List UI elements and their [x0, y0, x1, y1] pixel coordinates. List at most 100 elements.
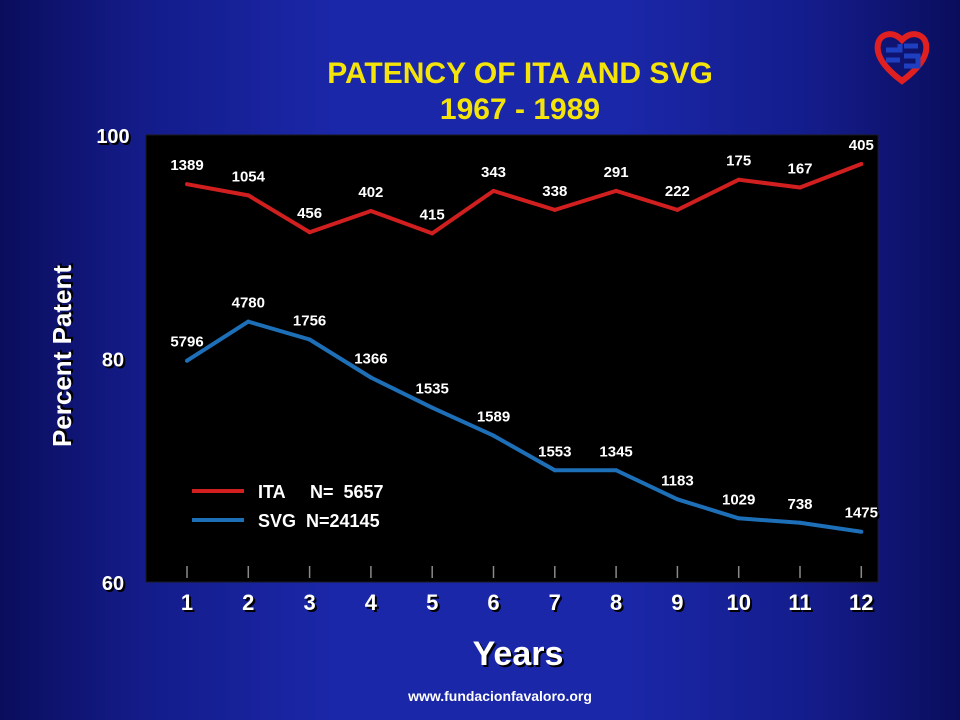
- data-point: [307, 230, 312, 235]
- svg-text:2: 2: [244, 592, 256, 617]
- x-tick-label: 55: [426, 590, 440, 617]
- svg-text:405: 405: [849, 137, 874, 154]
- svg-text:415: 415: [420, 206, 445, 223]
- svg-text:343: 343: [483, 166, 508, 183]
- data-point: [614, 188, 619, 193]
- svg-text:100: 100: [98, 128, 131, 150]
- svg-text:7: 7: [551, 592, 563, 617]
- svg-text:60: 60: [102, 573, 124, 595]
- data-point: [798, 185, 802, 190]
- svg-text:9: 9: [671, 590, 683, 615]
- svg-text:4: 4: [367, 592, 380, 617]
- svg-text:3: 3: [303, 590, 315, 615]
- svg-text:175: 175: [726, 153, 751, 170]
- svg-text:SVG N=24145: SVG N=24145: [258, 511, 380, 531]
- svg-text:1345: 1345: [599, 443, 632, 460]
- data-point: [675, 207, 680, 212]
- x-tick-label: 11: [181, 590, 195, 617]
- svg-text:6: 6: [487, 590, 499, 615]
- data-point: [430, 231, 435, 236]
- svg-text:ITA N= 5657: ITA N= 5657: [260, 484, 386, 504]
- svg-text:1475: 1475: [847, 507, 880, 524]
- svg-text:4780: 4780: [232, 295, 265, 312]
- svg-text:8: 8: [610, 590, 622, 615]
- svg-text:1029: 1029: [722, 491, 755, 508]
- svg-text:11: 11: [788, 590, 811, 615]
- svg-text:291: 291: [604, 164, 629, 181]
- data-point: [798, 520, 802, 525]
- svg-text:9: 9: [673, 592, 685, 617]
- data-point: [614, 468, 619, 473]
- data-point: [491, 188, 496, 193]
- svg-text:8: 8: [612, 592, 624, 617]
- svg-text:80: 80: [102, 350, 124, 372]
- svg-text:1589: 1589: [479, 411, 512, 428]
- data-point: [368, 208, 373, 213]
- svg-text:405: 405: [851, 139, 876, 156]
- svg-text:1054: 1054: [232, 168, 266, 185]
- svg-text:1366: 1366: [356, 352, 389, 369]
- svg-text:2: 2: [242, 590, 254, 615]
- svg-text:5: 5: [428, 592, 440, 617]
- data-point: [307, 337, 312, 342]
- svg-text:1389: 1389: [170, 157, 203, 174]
- svg-text:1535: 1535: [416, 381, 449, 398]
- svg-text:12: 12: [849, 590, 873, 615]
- data-point: [552, 207, 557, 212]
- svg-text:1029: 1029: [724, 493, 757, 510]
- svg-text:60: 60: [104, 575, 126, 597]
- svg-text:6: 6: [489, 592, 501, 617]
- svg-text:167: 167: [789, 163, 814, 180]
- chart-subtitle: 1967 - 1989: [439, 93, 601, 126]
- svg-text:402: 402: [360, 186, 385, 203]
- data-point: [246, 319, 251, 324]
- svg-text:175: 175: [728, 155, 753, 172]
- svg-text:222: 222: [665, 183, 690, 200]
- svg-text:1: 1: [183, 592, 195, 617]
- svg-text:222: 222: [667, 185, 692, 202]
- x-tick-label: 66: [487, 590, 501, 617]
- svg-text:1: 1: [181, 590, 193, 615]
- x-tick-label: 77: [549, 590, 563, 617]
- svg-text:402: 402: [358, 184, 383, 201]
- data-point: [368, 375, 373, 380]
- x-tick-label: 88: [610, 590, 624, 617]
- svg-text:4: 4: [365, 590, 378, 615]
- svg-text:1183: 1183: [663, 474, 696, 491]
- svg-text:Years: Years: [473, 635, 564, 673]
- data-point: [185, 358, 189, 363]
- x-tick-label: 44: [365, 590, 380, 617]
- data-point: [736, 177, 741, 182]
- data-point: [552, 468, 557, 473]
- data-point: [859, 162, 864, 167]
- footer-url: www.fundacionfavaloro.org: [408, 688, 592, 704]
- svg-text:5796: 5796: [172, 336, 205, 353]
- svg-text:1553: 1553: [538, 443, 571, 460]
- svg-text:1756: 1756: [295, 315, 328, 332]
- data-point: [491, 433, 496, 438]
- svg-text:10: 10: [726, 590, 750, 615]
- data-point: [736, 516, 741, 521]
- svg-text:343: 343: [481, 164, 506, 181]
- svg-text:4780: 4780: [234, 297, 267, 314]
